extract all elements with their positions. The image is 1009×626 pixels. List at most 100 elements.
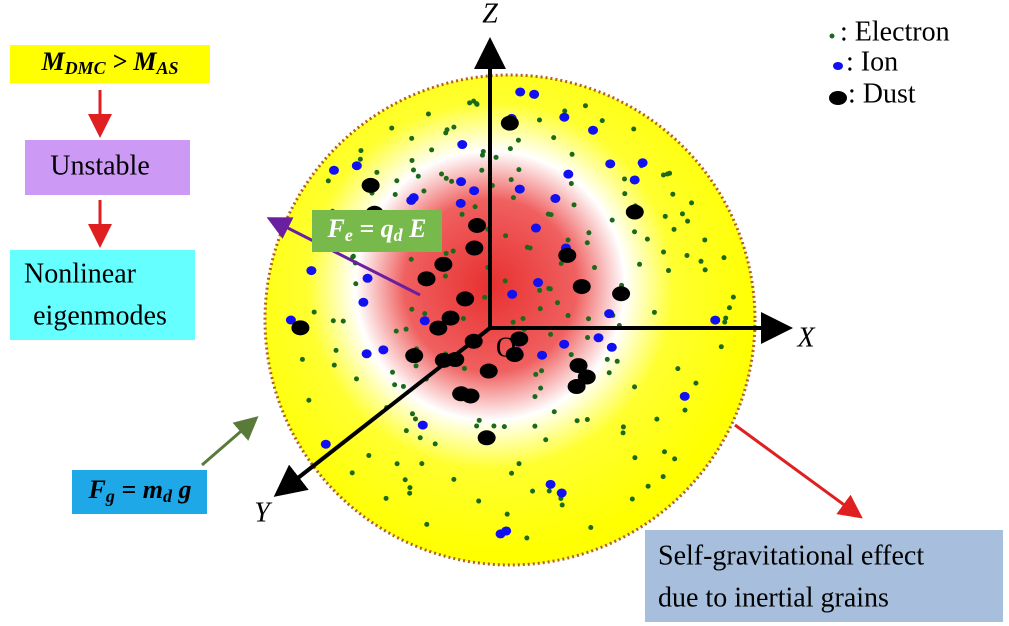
electron — [607, 370, 612, 375]
ion — [378, 345, 388, 354]
electron — [719, 344, 724, 349]
electron — [585, 335, 590, 340]
electron — [494, 155, 499, 160]
electron — [384, 496, 389, 501]
electron — [585, 417, 590, 422]
ion — [456, 199, 466, 208]
ion — [588, 126, 598, 135]
y-label: Y — [254, 497, 273, 528]
electron — [551, 135, 556, 140]
ion — [321, 440, 331, 449]
electron — [358, 148, 363, 153]
ion — [507, 290, 517, 299]
electron — [583, 103, 588, 108]
electron — [508, 146, 513, 151]
electron — [524, 536, 529, 541]
dust — [418, 271, 436, 286]
ion — [594, 333, 604, 342]
electron — [572, 202, 577, 207]
electron — [621, 424, 626, 429]
electron — [354, 376, 359, 381]
electron — [537, 117, 542, 122]
electron — [667, 171, 672, 176]
electron — [473, 204, 478, 209]
ion — [306, 266, 316, 275]
dust — [362, 178, 380, 193]
electron — [538, 306, 543, 311]
ion — [550, 194, 560, 203]
origin-label: O — [496, 332, 516, 363]
electron — [404, 327, 409, 332]
electron — [409, 307, 414, 312]
electron — [393, 192, 398, 197]
electric-force-text: Fe = qd E — [326, 214, 426, 245]
dust — [434, 257, 452, 272]
electron — [413, 416, 418, 421]
ion — [531, 224, 541, 233]
electron — [471, 99, 476, 104]
electron — [451, 125, 456, 130]
electron — [424, 522, 429, 527]
electron — [727, 305, 732, 310]
electron — [662, 449, 667, 454]
electron — [646, 484, 651, 489]
ion — [363, 274, 373, 283]
legend-text: : Ion — [846, 46, 898, 77]
electron — [433, 441, 438, 446]
electron — [416, 174, 421, 179]
electron — [547, 488, 552, 493]
legend-text: : Electron — [840, 16, 950, 47]
electron — [395, 461, 400, 466]
electron — [622, 191, 627, 196]
electron — [637, 262, 642, 267]
electron — [502, 424, 507, 429]
dust — [405, 348, 423, 363]
electron — [374, 170, 379, 175]
electron — [443, 274, 448, 279]
electron — [392, 382, 397, 387]
electron — [476, 499, 481, 504]
electron — [672, 456, 677, 461]
dust — [626, 205, 644, 220]
electron — [548, 332, 553, 337]
dust — [429, 321, 447, 336]
electron — [516, 167, 521, 172]
electron — [663, 214, 668, 219]
electron — [394, 329, 399, 334]
ion — [710, 316, 720, 325]
electron — [533, 372, 538, 377]
note-text: Self-gravitational effect — [658, 540, 924, 571]
electron — [661, 250, 666, 255]
legend-dust — [829, 91, 847, 105]
electron — [600, 118, 605, 123]
ion — [352, 161, 362, 170]
electron — [532, 394, 537, 399]
dust — [573, 279, 591, 294]
ion — [559, 340, 569, 349]
electron — [575, 418, 580, 423]
electron — [586, 230, 591, 235]
electron — [480, 153, 485, 158]
ion — [329, 166, 339, 175]
z-label: Z — [482, 0, 498, 29]
electron — [300, 357, 305, 362]
dust — [568, 379, 586, 394]
electron — [632, 384, 637, 389]
electron — [474, 423, 479, 428]
ion — [559, 113, 569, 122]
electron — [682, 408, 687, 413]
electron — [407, 491, 412, 496]
dust — [456, 291, 474, 306]
electron — [505, 512, 510, 517]
diagram: Z X Y O MDMC > MAS Unstable Nonlinear ei… — [0, 0, 1009, 626]
electron — [460, 212, 465, 217]
ion — [358, 298, 368, 307]
electron — [521, 316, 526, 321]
electron — [479, 168, 484, 173]
electron — [461, 316, 466, 321]
ion — [418, 421, 428, 430]
electron — [353, 281, 358, 286]
electron — [358, 157, 363, 162]
electron — [592, 265, 597, 270]
electron — [539, 368, 544, 373]
